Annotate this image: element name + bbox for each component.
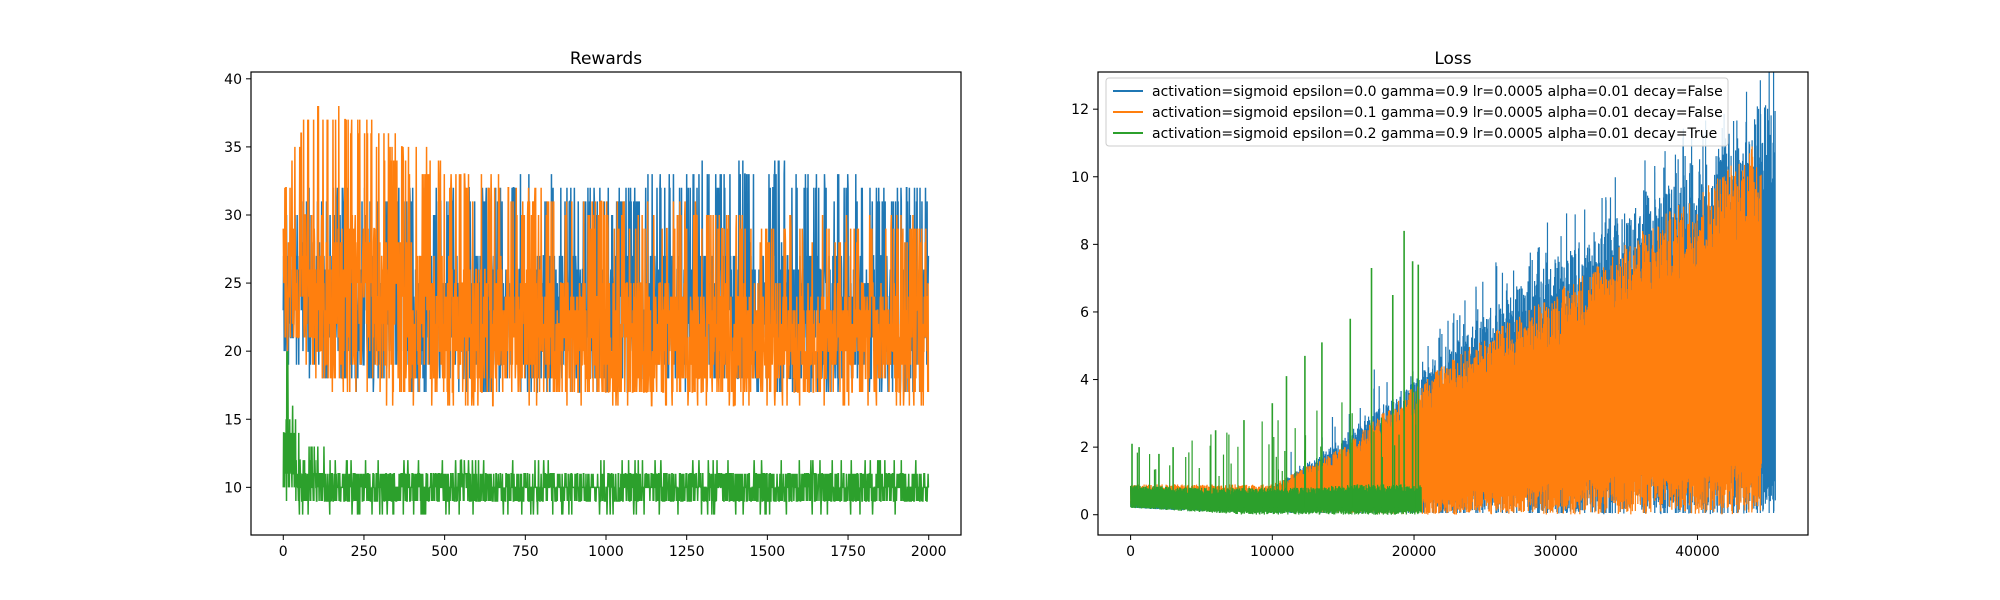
loss-title: Loss (1434, 49, 1471, 69)
rewards-ticks: 0 250 500 750 1000 1250 1500 1750 2000 10 15 20 25 30… (224, 72, 946, 560)
y-tick-0: 10 (224, 480, 251, 496)
legend-entry-0: activation=sigmoid epsilon=0.0 gamma=0.9… (1113, 84, 1723, 100)
x-tick-label: 40000 (1675, 544, 1720, 560)
y-tick-label: 12 (1071, 102, 1089, 118)
x-tick-6: 1500 (750, 535, 786, 560)
y-tick-6: 40 (224, 72, 251, 88)
x-tick-2: 20000 (1392, 535, 1437, 560)
y-tick-1: 15 (224, 412, 251, 428)
loss-axes-frame (1097, 71, 1809, 536)
legend-label-1: activation=sigmoid epsilon=0.1 gamma=0.9… (1152, 105, 1723, 121)
rewards-axes-frame (250, 71, 962, 536)
x-tick-3: 750 (512, 535, 539, 560)
y-tick-label: 2 (1080, 440, 1089, 456)
y-tick-label: 20 (224, 344, 242, 360)
legend-label-2: activation=sigmoid epsilon=0.2 gamma=0.9… (1152, 126, 1717, 142)
loss-chart: Loss 0 10000 20000 30000 40000 0 2 4 6 8 10 12 acti… (1071, 49, 1809, 560)
loss-series-2 (1129, 230, 1422, 515)
x-tick-label: 10000 (1250, 544, 1295, 560)
y-tick-label: 6 (1080, 305, 1089, 321)
y-tick-label: 35 (224, 140, 242, 156)
y-tick-0: 0 (1080, 508, 1098, 524)
rewards-plot-area (282, 106, 930, 515)
y-tick-3: 6 (1080, 305, 1098, 321)
y-tick-4: 30 (224, 208, 251, 224)
x-tick-label: 30000 (1533, 544, 1578, 560)
rewards-series-1 (282, 106, 930, 407)
x-tick-8: 2000 (911, 535, 947, 560)
y-tick-label: 10 (224, 480, 242, 496)
loss-ticks: 0 10000 20000 30000 40000 0 2 4 6 8 10 12 (1071, 102, 1720, 560)
y-tick-1: 2 (1080, 440, 1098, 456)
x-tick-3: 30000 (1533, 535, 1578, 560)
rewards-title: Rewards (570, 49, 642, 69)
y-tick-label: 30 (224, 208, 242, 224)
x-tick-7: 1750 (830, 535, 866, 560)
x-tick-label: 750 (512, 544, 539, 560)
x-tick-2: 500 (431, 535, 458, 560)
x-tick-0: 0 (279, 535, 288, 560)
y-tick-label: 25 (224, 276, 242, 292)
y-tick-2: 20 (224, 344, 251, 360)
loss-legend: activation=sigmoid epsilon=0.0 gamma=0.9… (1105, 77, 1729, 147)
y-tick-6: 12 (1071, 102, 1098, 118)
legend-label-0: activation=sigmoid epsilon=0.0 gamma=0.9… (1152, 84, 1723, 100)
rewards-series-2 (282, 351, 930, 515)
x-tick-label: 0 (279, 544, 288, 560)
legend-entry-1: activation=sigmoid epsilon=0.1 gamma=0.9… (1113, 105, 1723, 121)
y-tick-5: 35 (224, 140, 251, 156)
y-tick-2: 4 (1080, 373, 1098, 389)
x-tick-label: 1250 (669, 544, 705, 560)
x-tick-label: 0 (1126, 544, 1135, 560)
legend-entry-2: activation=sigmoid epsilon=0.2 gamma=0.9… (1113, 126, 1717, 142)
y-tick-4: 8 (1080, 237, 1098, 253)
x-tick-1: 250 (351, 535, 378, 560)
x-tick-label: 20000 (1392, 544, 1437, 560)
x-tick-label: 1500 (750, 544, 786, 560)
y-tick-label: 4 (1080, 373, 1089, 389)
legend-box (1105, 77, 1729, 147)
x-tick-label: 2000 (911, 544, 947, 560)
x-tick-label: 250 (351, 544, 378, 560)
y-tick-label: 40 (224, 72, 242, 88)
x-tick-4: 40000 (1675, 535, 1720, 560)
y-tick-label: 10 (1071, 170, 1089, 186)
y-tick-3: 25 (224, 276, 251, 292)
x-tick-1: 10000 (1250, 535, 1295, 560)
x-tick-4: 1000 (588, 535, 624, 560)
y-tick-label: 8 (1080, 237, 1089, 253)
x-tick-label: 1000 (588, 544, 624, 560)
y-tick-5: 10 (1071, 170, 1098, 186)
x-tick-label: 1750 (830, 544, 866, 560)
x-tick-5: 1250 (669, 535, 705, 560)
x-tick-0: 0 (1126, 535, 1135, 560)
loss-plot-area (1129, 72, 1776, 515)
y-tick-label: 15 (224, 412, 242, 428)
rewards-chart: Rewards 0 250 500 750 1000 1250 1500 1750 2000 10… (224, 49, 962, 560)
y-tick-label: 0 (1080, 508, 1089, 524)
x-tick-label: 500 (431, 544, 458, 560)
